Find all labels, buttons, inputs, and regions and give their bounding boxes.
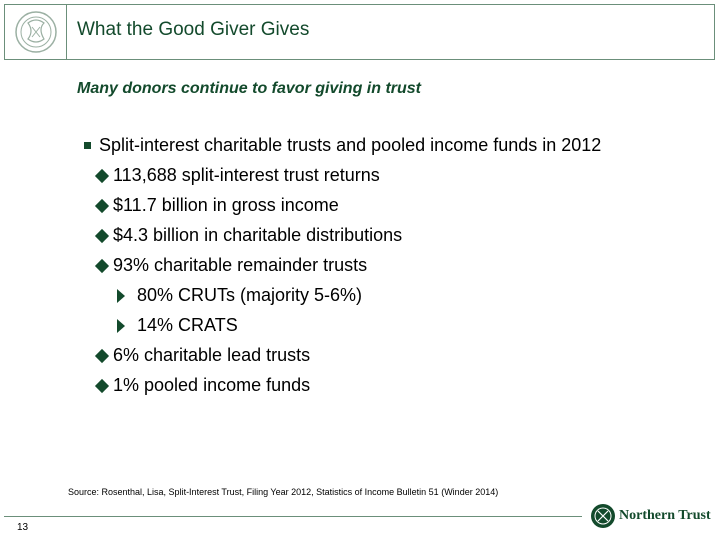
bullet-returns: 113,688 split-interest trust returns — [94, 165, 380, 186]
bullet-remainder-trusts: 93% charitable remainder trusts — [94, 255, 368, 276]
bullet-text: $11.7 billion in gross income — [113, 195, 339, 215]
page-number: 13 — [17, 522, 29, 533]
diamond-bullet-icon — [94, 258, 110, 273]
square-bullet-icon — [84, 142, 91, 149]
bullet-text: 1% pooled income funds — [113, 375, 311, 395]
footer-divider — [4, 516, 582, 517]
bullet-main: Split-interest charitable trusts and poo… — [84, 135, 601, 156]
bullet-text: Split-interest charitable trusts and poo… — [99, 135, 602, 155]
bullet-text: 6% charitable lead trusts — [113, 345, 311, 365]
bullet-gross-income: $11.7 billion in gross income — [94, 195, 339, 216]
diamond-bullet-icon — [94, 198, 110, 213]
triangle-bullet-icon — [117, 318, 125, 333]
bullet-crats: 14% CRATS — [117, 315, 238, 336]
footer-logo: Northern Trust — [590, 503, 711, 529]
bullet-text: 93% charitable remainder trusts — [113, 255, 368, 275]
slide-title: What the Good Giver Gives — [77, 19, 310, 40]
brand-name: Northern Trust — [619, 508, 711, 523]
bullet-lead-trusts: 6% charitable lead trusts — [94, 345, 311, 366]
northern-trust-seal-icon — [591, 504, 615, 528]
bullet-text: 113,688 split-interest trust returns — [113, 165, 380, 185]
source-citation: Source: Rosenthal, Lisa, Split-Interest … — [68, 487, 499, 497]
northern-trust-emblem-icon — [14, 11, 57, 53]
bullet-distributions: $4.3 billion in charitable distributions — [94, 225, 403, 246]
diamond-bullet-icon — [94, 228, 110, 243]
diamond-bullet-icon — [94, 168, 110, 183]
slide-subtitle: Many donors continue to favor giving in … — [77, 80, 422, 97]
bullet-text: 80% CRUTs (majority 5-6%) — [137, 285, 363, 305]
bullet-cruts: 80% CRUTs (majority 5-6%) — [117, 285, 362, 306]
diamond-bullet-icon — [94, 348, 110, 363]
header-box: What the Good Giver Gives — [4, 4, 715, 60]
bullet-text: 14% CRATS — [137, 315, 238, 335]
triangle-bullet-icon — [117, 288, 125, 303]
diamond-bullet-icon — [94, 378, 110, 393]
header-logo — [5, 5, 67, 59]
bullet-text: $4.3 billion in charitable distributions — [113, 225, 403, 245]
bullet-pooled-funds: 1% pooled income funds — [94, 375, 311, 396]
